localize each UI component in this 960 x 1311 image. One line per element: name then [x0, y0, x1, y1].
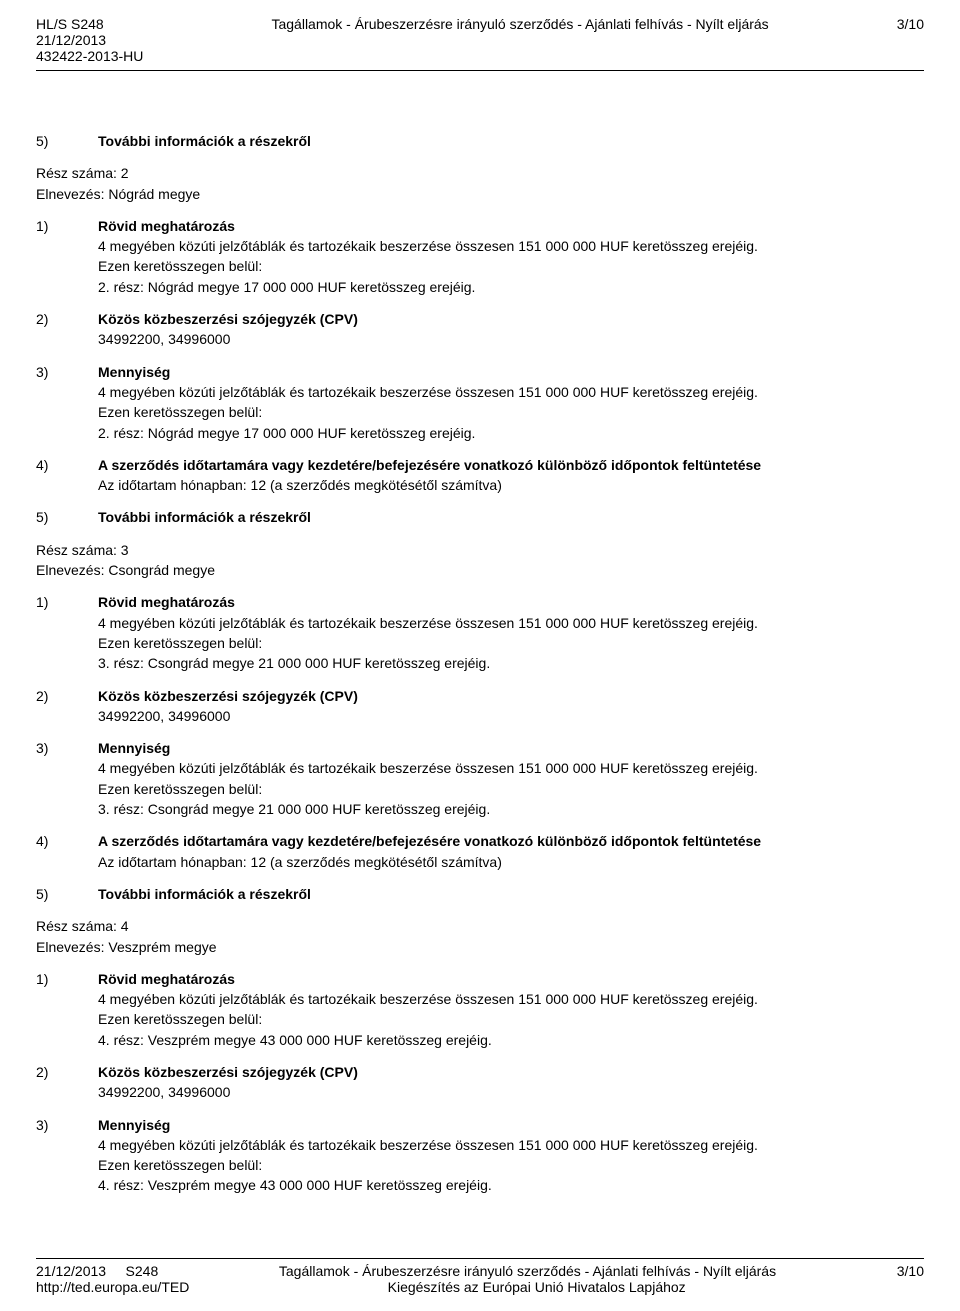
- item-title: További információk a részekről: [98, 133, 311, 149]
- footer-divider: [36, 1258, 924, 1259]
- list-item: 1)Rövid meghatározás4 megyében közúti je…: [36, 592, 924, 673]
- item-title: További információk a részekről: [98, 884, 924, 904]
- item-number: 1): [36, 592, 98, 673]
- item-number: 1): [36, 969, 98, 1050]
- item-number: 3): [36, 1115, 98, 1196]
- footer-center-2: Kiegészítés az Európai Unió Hivatalos La…: [189, 1279, 884, 1295]
- item-title: Mennyiség: [98, 738, 924, 758]
- header-title: Tagállamok - Árubeszerzésre irányuló sze…: [143, 16, 896, 32]
- item-text-line: 4 megyében közúti jelzőtáblák és tartozé…: [98, 758, 924, 778]
- list-item: 1)Rövid meghatározás4 megyében közúti je…: [36, 216, 924, 297]
- item-number: 3): [36, 362, 98, 443]
- header-divider: [36, 70, 924, 71]
- item-text-line: Az időtartam hónapban: 12 (a szerződés m…: [98, 852, 924, 872]
- list-item: 4)A szerződés időtartamára vagy kezdetér…: [36, 455, 924, 496]
- item-text-line: Ezen keretösszegen belül:: [98, 402, 924, 422]
- item-title: Rövid meghatározás: [98, 969, 924, 989]
- item-title: Rövid meghatározás: [98, 216, 924, 236]
- item-text-line: 3. rész: Csongrád megye 21 000 000 HUF k…: [98, 799, 924, 819]
- item-title: Rövid meghatározás: [98, 592, 924, 612]
- item-text-line: 4 megyében közúti jelzőtáblák és tartozé…: [98, 989, 924, 1009]
- footer-date: 21/12/2013: [36, 1263, 106, 1279]
- item-title: Mennyiség: [98, 362, 924, 382]
- list-item: 3)Mennyiség4 megyében közúti jelzőtáblák…: [36, 738, 924, 819]
- item-title: A szerződés időtartamára vagy kezdetére/…: [98, 455, 924, 475]
- footer-issue: S248: [126, 1263, 159, 1279]
- item-number: 2): [36, 1062, 98, 1103]
- item-title: A szerződés időtartamára vagy kezdetére/…: [98, 831, 924, 851]
- item-number: 5): [36, 131, 98, 151]
- part-number-line: Rész száma: 3: [36, 540, 924, 560]
- header-code-3: 432422-2013-HU: [36, 48, 143, 64]
- part-number-line: Rész száma: 2: [36, 163, 924, 183]
- item-text-line: 3. rész: Csongrád megye 21 000 000 HUF k…: [98, 653, 924, 673]
- list-item: 4)A szerződés időtartamára vagy kezdetér…: [36, 831, 924, 872]
- item-text-line: 2. rész: Nógrád megye 17 000 000 HUF ker…: [98, 423, 924, 443]
- item-text-line: 4. rész: Veszprém megye 43 000 000 HUF k…: [98, 1175, 924, 1195]
- item-number: 5): [36, 884, 98, 904]
- item-title: Közös közbeszerzési szójegyzék (CPV): [98, 309, 924, 329]
- item-text-line: 4 megyében közúti jelzőtáblák és tartozé…: [98, 382, 924, 402]
- item-text-line: Ezen keretösszegen belül:: [98, 633, 924, 653]
- page-footer: 21/12/2013 S248 Tagállamok - Árubeszerzé…: [36, 1258, 924, 1295]
- document-content: 5) További információk a részekről Rész …: [36, 131, 924, 1196]
- list-item: 2)Közös közbeszerzési szójegyzék (CPV)34…: [36, 309, 924, 350]
- item-number: 3): [36, 738, 98, 819]
- footer-url: http://ted.europa.eu/TED: [36, 1279, 189, 1295]
- part-name-line: Elnevezés: Csongrád megye: [36, 560, 924, 580]
- item-text-line: 34992200, 34996000: [98, 706, 924, 726]
- item-text-line: Ezen keretösszegen belül:: [98, 1155, 924, 1175]
- item-text-line: Ezen keretösszegen belül:: [98, 1009, 924, 1029]
- item-number: 5): [36, 507, 98, 527]
- item-text-line: 2. rész: Nógrád megye 17 000 000 HUF ker…: [98, 277, 924, 297]
- footer-center-1: Tagállamok - Árubeszerzésre irányuló sze…: [158, 1263, 897, 1279]
- part-number-line: Rész száma: 4: [36, 916, 924, 936]
- item-text-line: Ezen keretösszegen belül:: [98, 779, 924, 799]
- intro-item: 5) További információk a részekről: [36, 131, 924, 151]
- item-title: Mennyiség: [98, 1115, 924, 1135]
- header-code-1: HL/S S248: [36, 16, 143, 32]
- item-text-line: 34992200, 34996000: [98, 1082, 924, 1102]
- list-item: 2)Közös közbeszerzési szójegyzék (CPV)34…: [36, 686, 924, 727]
- item-text-line: 4 megyében közúti jelzőtáblák és tartozé…: [98, 613, 924, 633]
- list-item: 3)Mennyiség4 megyében közúti jelzőtáblák…: [36, 362, 924, 443]
- part-name-line: Elnevezés: Nógrád megye: [36, 184, 924, 204]
- page-header: HL/S S248 21/12/2013 432422-2013-HU Tagá…: [36, 16, 924, 71]
- list-item: 2)Közös közbeszerzési szójegyzék (CPV)34…: [36, 1062, 924, 1103]
- list-item: 5)További információk a részekről: [36, 884, 924, 904]
- item-number: 2): [36, 309, 98, 350]
- list-item: 1)Rövid meghatározás4 megyében közúti je…: [36, 969, 924, 1050]
- item-title: Közös közbeszerzési szójegyzék (CPV): [98, 1062, 924, 1082]
- item-title: Közös közbeszerzési szójegyzék (CPV): [98, 686, 924, 706]
- item-number: 2): [36, 686, 98, 727]
- item-text-line: Ezen keretösszegen belül:: [98, 256, 924, 276]
- item-number: 4): [36, 455, 98, 496]
- part-name-line: Elnevezés: Veszprém megye: [36, 937, 924, 957]
- footer-page: 3/10: [897, 1263, 924, 1279]
- header-date: 21/12/2013: [36, 32, 143, 48]
- list-item: 5)További információk a részekről: [36, 507, 924, 527]
- item-text-line: 34992200, 34996000: [98, 329, 924, 349]
- item-number: 4): [36, 831, 98, 872]
- item-text-line: 4. rész: Veszprém megye 43 000 000 HUF k…: [98, 1030, 924, 1050]
- item-text-line: 4 megyében közúti jelzőtáblák és tartozé…: [98, 1135, 924, 1155]
- list-item: 3)Mennyiség4 megyében közúti jelzőtáblák…: [36, 1115, 924, 1196]
- item-text-line: 4 megyében közúti jelzőtáblák és tartozé…: [98, 236, 924, 256]
- item-number: 1): [36, 216, 98, 297]
- item-title: További információk a részekről: [98, 507, 924, 527]
- item-text-line: Az időtartam hónapban: 12 (a szerződés m…: [98, 475, 924, 495]
- header-page: 3/10: [897, 16, 924, 32]
